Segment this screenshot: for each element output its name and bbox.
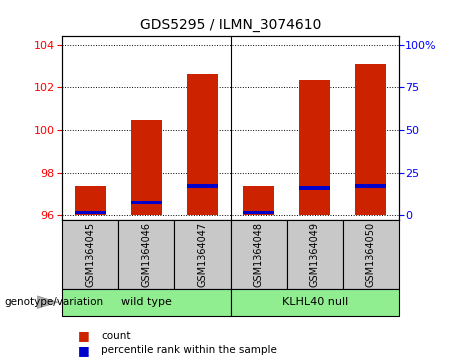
Bar bbox=[355, 184, 386, 188]
Bar bbox=[299, 80, 330, 215]
Bar bbox=[187, 184, 218, 188]
Text: GSM1364049: GSM1364049 bbox=[310, 221, 319, 287]
Text: wild type: wild type bbox=[121, 297, 172, 307]
Text: ■: ■ bbox=[78, 344, 90, 357]
Text: GSM1364048: GSM1364048 bbox=[254, 221, 264, 287]
Bar bbox=[174, 220, 230, 289]
Bar bbox=[355, 64, 386, 215]
Bar bbox=[343, 220, 399, 289]
Text: percentile rank within the sample: percentile rank within the sample bbox=[101, 345, 278, 355]
Bar bbox=[75, 211, 106, 215]
Bar bbox=[299, 187, 330, 189]
Text: GSM1364047: GSM1364047 bbox=[197, 221, 207, 287]
Bar bbox=[230, 220, 287, 289]
Bar bbox=[62, 289, 230, 316]
Title: GDS5295 / ILMN_3074610: GDS5295 / ILMN_3074610 bbox=[140, 19, 321, 33]
Text: ■: ■ bbox=[78, 329, 90, 342]
Bar bbox=[243, 211, 274, 215]
Bar bbox=[230, 289, 399, 316]
Polygon shape bbox=[37, 296, 58, 309]
Text: GSM1364045: GSM1364045 bbox=[85, 221, 95, 287]
Text: KLHL40 null: KLHL40 null bbox=[282, 297, 348, 307]
Text: count: count bbox=[101, 331, 131, 341]
Bar bbox=[118, 220, 174, 289]
Bar bbox=[75, 185, 106, 215]
Text: GSM1364050: GSM1364050 bbox=[366, 221, 376, 287]
Text: GSM1364046: GSM1364046 bbox=[142, 221, 151, 287]
Bar bbox=[131, 121, 162, 215]
Bar bbox=[131, 200, 162, 204]
Bar bbox=[287, 220, 343, 289]
Bar bbox=[62, 220, 118, 289]
Text: genotype/variation: genotype/variation bbox=[5, 297, 104, 307]
Bar bbox=[187, 74, 218, 215]
Bar bbox=[243, 186, 274, 215]
